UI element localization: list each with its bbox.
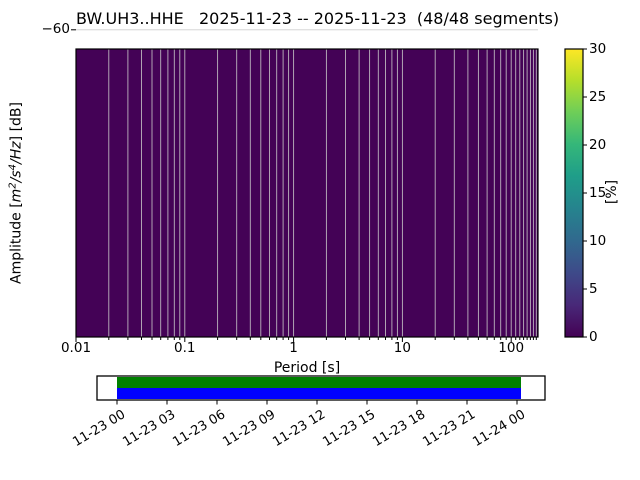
y-axis-label-part: 2 [7,182,19,189]
y-axis-label: Amplitude [m2/s4/Hz] [dB] [7,102,25,284]
figure-title: BW.UH3..HHE 2025-11-23 -- 2025-11-23 (48… [76,9,560,28]
colorbar-tick-label: 30 [589,40,607,57]
colorbar-label: [%] [604,179,620,205]
colorbar-tick-label: 25 [589,88,607,105]
y-axis-label-part: Amplitude [ [8,202,25,284]
colorbar-tick-label: 5 [589,280,598,297]
x-axis-label: Period [s] [273,360,341,376]
colorbar-tick-label: 10 [589,232,607,249]
y-axis-label-part: ] [dB] [8,102,25,142]
x-tick-label: 1 [289,340,298,356]
x-tick-label: 100 [498,340,525,356]
y-axis-label-part: 4 [7,163,19,171]
colorbar-tick-label: 15 [589,184,607,201]
x-tick-label: 0.01 [60,340,92,356]
y-axis-label-part: Hz [8,141,25,160]
y-axis-label-part: / [8,177,25,183]
y-axis-label-part: s [8,170,25,178]
y-axis-label-part: / [8,159,25,164]
x-tick-label: 10 [393,340,411,356]
colorbar-tick-label: 20 [589,136,607,153]
x-tick-label: 0.1 [174,340,196,356]
y-tick-label: −60 [41,21,71,38]
colorbar-tick-label: 0 [589,328,598,345]
y-axis-label-part: m [8,188,25,203]
